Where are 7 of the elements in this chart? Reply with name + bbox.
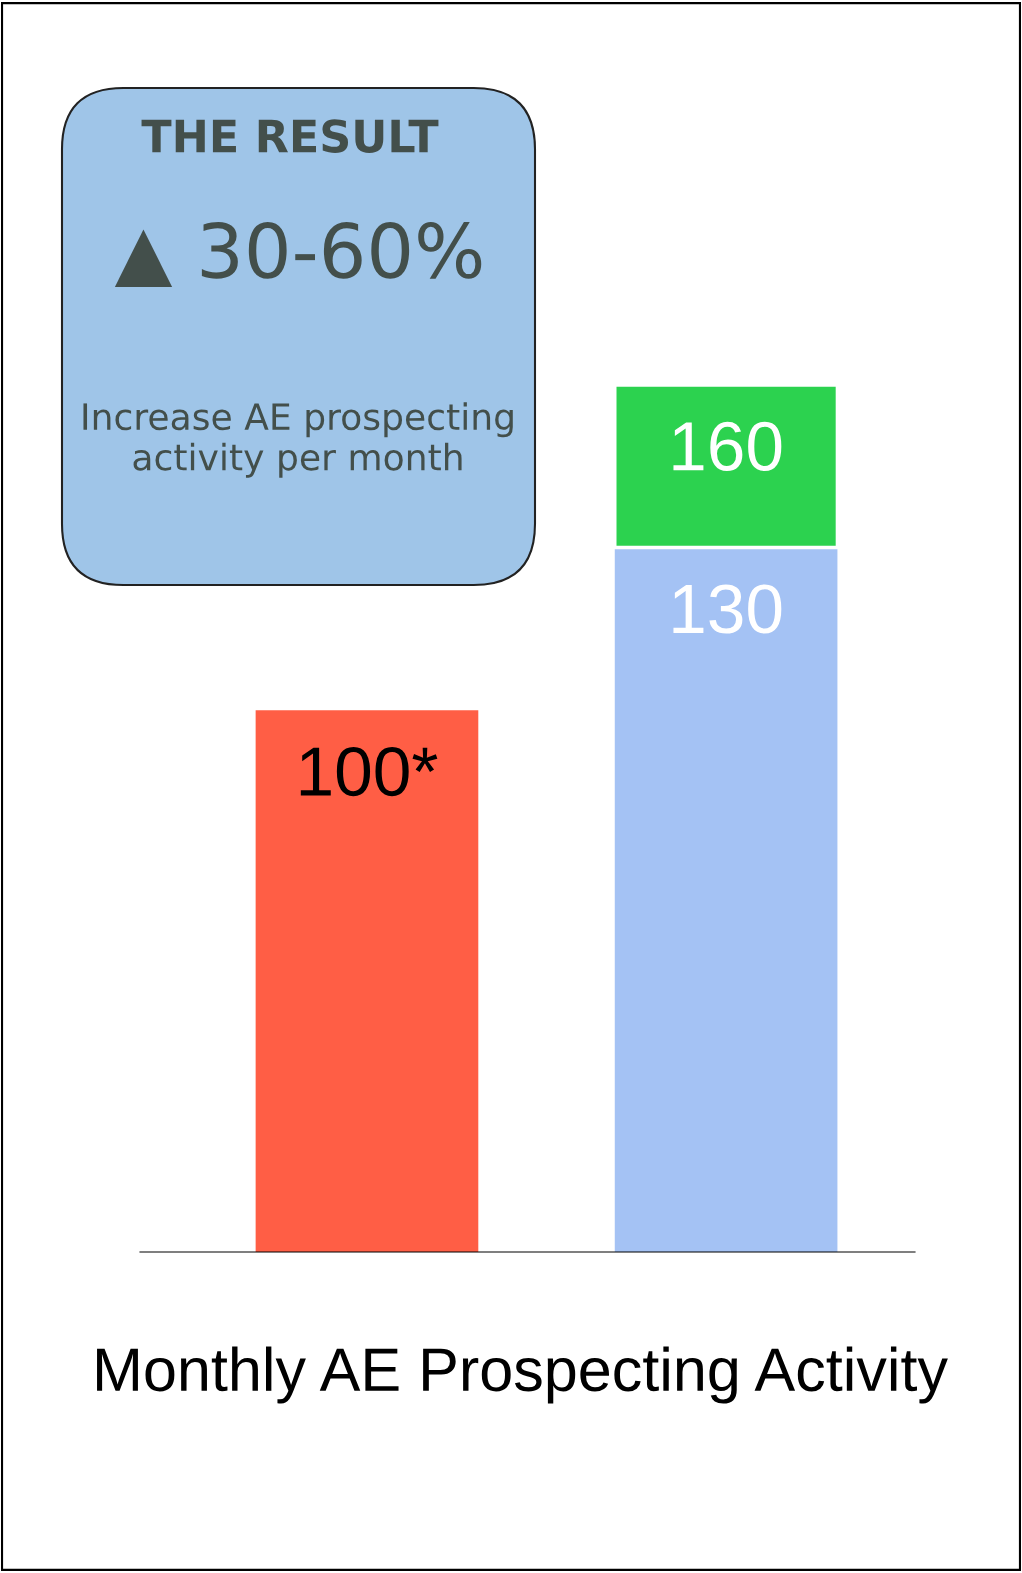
total-label: 160 <box>673 421 782 472</box>
data-label: 100* <box>300 746 438 797</box>
text: ▲ 30-60% <box>114 222 482 287</box>
data-label: 130 <box>673 584 782 634</box>
text: THE RESULT <box>141 119 439 153</box>
annotation: Increase AE prospecting activity per month <box>83 402 513 478</box>
x-axis-title: Monthly AE Prospecting Activity <box>97 1346 948 1404</box>
